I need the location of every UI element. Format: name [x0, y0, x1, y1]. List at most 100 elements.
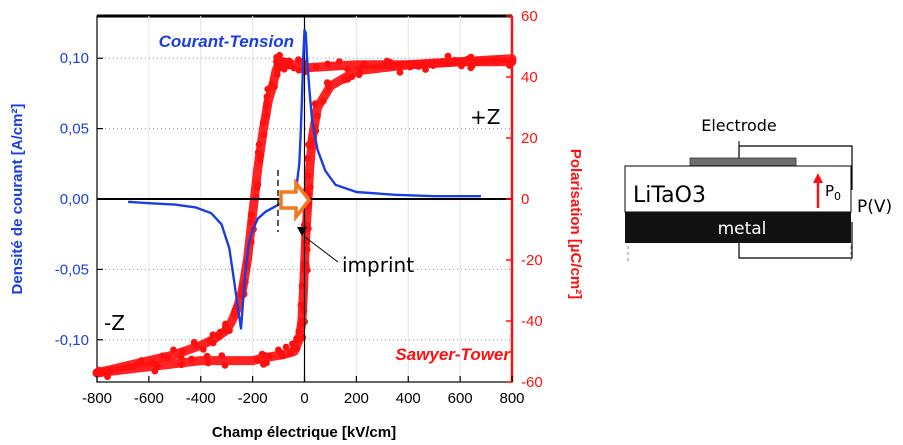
polarisation-point: [170, 346, 177, 354]
polarisation-point: [396, 69, 404, 76]
polarisation-point: [263, 99, 270, 107]
polarisation-point: [282, 343, 290, 351]
polarisation-point: [260, 360, 267, 368]
polarisation-point: [104, 373, 111, 381]
x-tick-label: 400: [396, 390, 421, 407]
right-tick-label: 0: [521, 191, 529, 208]
right-tick-label: 20: [521, 130, 538, 147]
polarisation-point: [271, 83, 278, 91]
crystal-label: LiTaO3: [633, 183, 706, 208]
left-axis-title: Densité de courant [A/cm²]: [9, 104, 26, 295]
polarisation-point: [298, 282, 306, 290]
neg-face-label: -Z: [104, 311, 125, 335]
polarisation-point: [260, 351, 268, 359]
polarisation-point: [406, 63, 414, 71]
polarisation-point: [506, 62, 513, 69]
x-tick-label: 200: [344, 390, 369, 407]
polarisation-point: [95, 366, 103, 374]
polarisation-point: [305, 141, 312, 149]
current-curve-label: Courant-Tension: [159, 32, 294, 51]
polarisation-point: [203, 352, 211, 360]
polarisation-point: [303, 246, 311, 253]
polarisation-point: [295, 327, 303, 335]
polarisation-point: [324, 60, 331, 68]
polarisation-point: [293, 335, 301, 342]
polarisation-point: [276, 51, 283, 59]
polarisation-arrow-head: [813, 173, 823, 183]
polarisation-point: [263, 93, 271, 100]
x-tick-label: 600: [448, 390, 473, 407]
x-axis-title: Champ électrique [kV/cm]: [212, 424, 396, 441]
polarisation-point: [464, 55, 472, 63]
x-tick-label: 0: [300, 390, 308, 407]
polarisation-point: [164, 353, 172, 361]
hysteresis-chart: -800 -600 -400 -200 0 200 400 600 800 -0,10-0,05…: [9, 8, 584, 441]
right-tick-label: -40: [521, 313, 543, 330]
device-schematic: Electrode LiTaO3 P0 metal P(V): [624, 116, 892, 262]
polarisation-point: [209, 331, 217, 339]
x-tick-label: -600: [134, 390, 164, 407]
polarisation-point: [264, 85, 272, 93]
polarisation-point: [151, 367, 159, 375]
polarisation-point: [253, 183, 261, 191]
x-tick-label: 800: [499, 390, 524, 407]
right-axis-title: Polarisation [µC/cm²]: [567, 149, 584, 299]
polarisation-point: [285, 57, 293, 65]
polarisation-point: [444, 52, 452, 60]
polarisation-curve-label: Sawyer-Tower: [395, 345, 511, 364]
voltage-label: P(V): [857, 197, 892, 217]
x-axis-ticks: -800 -600 -400 -200 0 200 400 600 800: [82, 376, 525, 407]
polarisation-point: [226, 327, 233, 334]
polarisation-point: [206, 337, 214, 345]
polarisation-point: [247, 218, 255, 226]
top-wire: [738, 145, 853, 190]
left-tick-label: 0,05: [60, 121, 89, 138]
polarisation-point: [204, 359, 212, 367]
polarisation-point: [188, 355, 196, 363]
left-tick-label: -0,10: [55, 332, 89, 349]
polarisation-point: [281, 62, 289, 70]
polarisation-point: [218, 352, 226, 360]
polarisation-point: [190, 338, 198, 346]
polarisation-point: [422, 66, 429, 73]
crystal-layer: [624, 165, 852, 213]
right-tick-label: 40: [521, 69, 538, 86]
right-tick-label: -60: [521, 374, 543, 391]
polarisation-point: [247, 211, 255, 218]
polarisation-point: [344, 75, 352, 83]
polarisation-point: [289, 345, 297, 353]
polarisation-point: [306, 183, 314, 191]
polarisation-point: [468, 62, 476, 70]
polarisation-point: [178, 361, 185, 369]
polarisation-point: [383, 57, 391, 65]
polarisation-point: [265, 352, 273, 360]
left-tick-label: 0,00: [60, 191, 89, 208]
polarisation-point: [259, 119, 267, 127]
polarisation-point: [319, 97, 327, 105]
imprint-label: imprint: [342, 253, 414, 277]
left-tick-label: 0,10: [60, 50, 89, 67]
metal-label: metal: [718, 219, 767, 239]
polarisation-point: [263, 111, 271, 119]
polarisation-point: [214, 331, 222, 339]
left-tick-label: -0,05: [55, 261, 89, 278]
x-tick-label: -800: [82, 390, 112, 407]
polarisation-point: [290, 64, 298, 72]
polarisation-point: [199, 345, 207, 353]
polarisation-point: [254, 356, 261, 364]
imprint-pointer-icon: [297, 227, 307, 236]
polarisation-point: [134, 360, 142, 367]
bottom-wire: [738, 222, 853, 259]
pos-face-label: +Z: [470, 105, 500, 129]
right-tick-label: 60: [521, 8, 538, 25]
polarisation-point: [302, 260, 310, 267]
polarisation-point: [451, 56, 459, 64]
polarisation-point: [275, 346, 282, 354]
polarisation-point: [129, 363, 137, 371]
polarisation-point: [255, 141, 263, 148]
polarisation-point: [221, 361, 229, 369]
polarisation-point: [304, 172, 312, 180]
polarisation-point: [355, 71, 363, 79]
polarisation-point: [252, 194, 260, 202]
polarisation-point: [273, 71, 281, 79]
